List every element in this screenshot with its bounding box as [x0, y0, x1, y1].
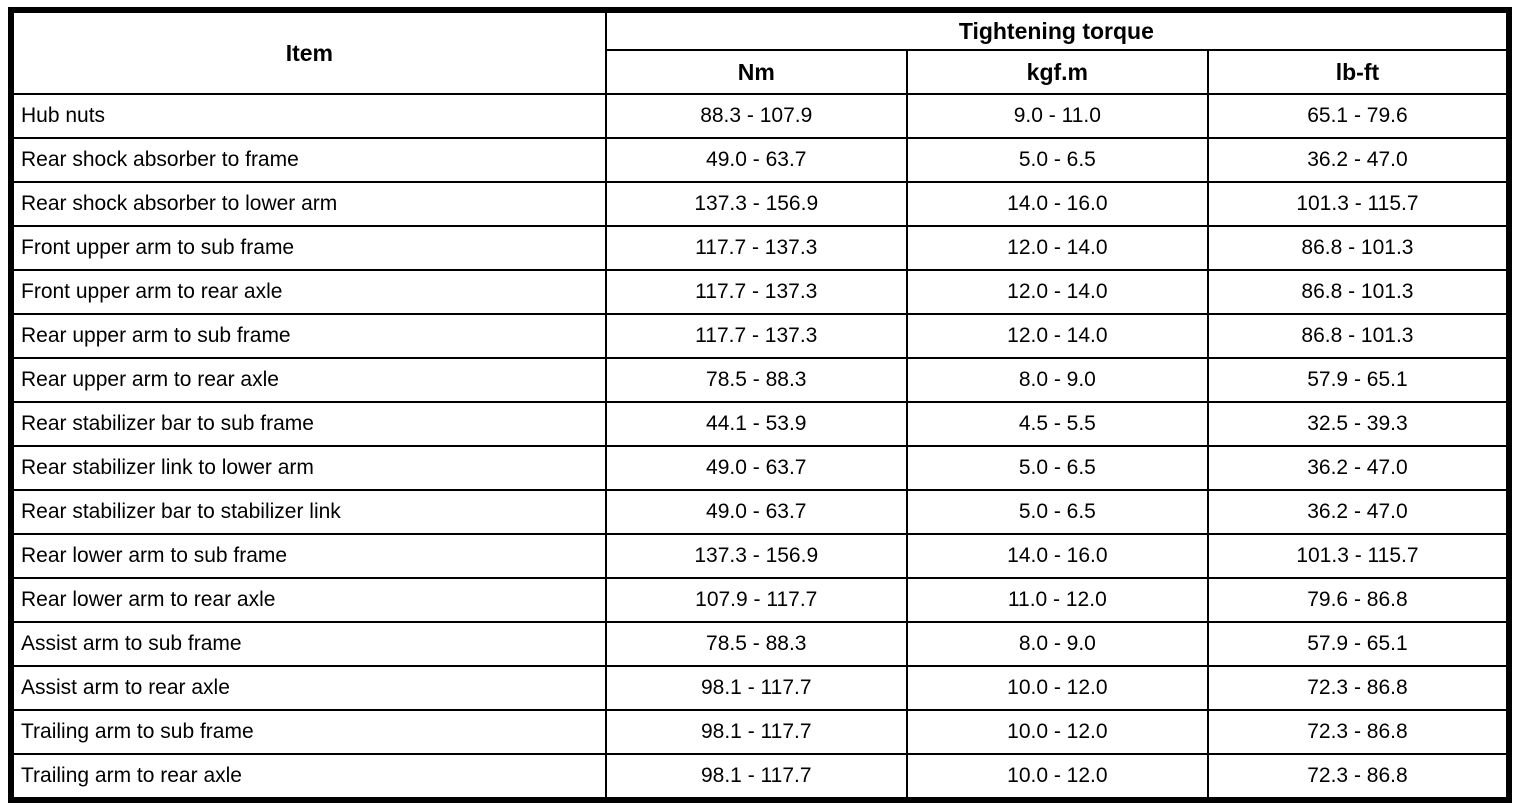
table-row: Trailing arm to rear axle 98.1 - 117.7 10.…	[10, 753, 1511, 801]
kgfm-value-cell: 8.0 - 9.0	[905, 621, 1209, 667]
lbft-value-cell: 72.3 - 86.8	[1206, 753, 1511, 801]
item-cell: Rear stabilizer link to lower arm	[10, 445, 607, 491]
nm-value-cell: 49.0 - 63.7	[604, 445, 908, 491]
column-header-nm: Nm	[604, 49, 908, 95]
item-cell: Front upper arm to sub frame	[10, 225, 607, 271]
kgfm-value-cell: 8.0 - 9.0	[905, 357, 1209, 403]
nm-value-cell: 137.3 - 156.9	[604, 181, 908, 227]
item-cell: Trailing arm to sub frame	[10, 709, 607, 755]
table-row: Assist arm to rear axle 98.1 - 117.7 10.0 …	[10, 665, 1511, 711]
lbft-value-cell: 72.3 - 86.8	[1206, 709, 1511, 755]
table-row: Rear stabilizer bar to sub frame 44.1 - 5…	[10, 401, 1511, 447]
item-cell: Rear stabilizer bar to sub frame	[10, 401, 607, 447]
table-row: Rear upper arm to rear axle 78.5 - 88.3 8.…	[10, 357, 1511, 403]
lbft-value-cell: 86.8 - 101.3	[1206, 269, 1511, 315]
item-cell: Assist arm to sub frame	[10, 621, 607, 667]
lbft-value-cell: 101.3 - 115.7	[1206, 533, 1511, 579]
nm-value-cell: 117.7 - 137.3	[604, 313, 908, 359]
table-row: Rear upper arm to sub frame 117.7 - 137.3…	[10, 313, 1511, 359]
kgfm-value-cell: 10.0 - 12.0	[905, 709, 1209, 755]
table-header: Item Tightening torque Nm kgf.m lb-ft	[10, 9, 1511, 95]
kgfm-value-cell: 12.0 - 14.0	[905, 269, 1209, 315]
kgfm-value-cell: 5.0 - 6.5	[905, 137, 1209, 183]
lbft-value-cell: 36.2 - 47.0	[1206, 489, 1511, 535]
torque-table-body: Hub nuts 88.3 - 107.9 9.0 - 11.0 65.1 - 79.…	[10, 93, 1511, 801]
table-row: Hub nuts 88.3 - 107.9 9.0 - 11.0 65.1 - 79.…	[10, 93, 1511, 139]
tightening-torque-table: Item Tightening torque Nm kgf.m lb-ft Hu…	[8, 7, 1512, 803]
column-header-lbft: lb-ft	[1206, 49, 1511, 95]
table-row: Front upper arm to rear axle 117.7 - 137.…	[10, 269, 1511, 315]
kgfm-value-cell: 4.5 - 5.5	[905, 401, 1209, 447]
nm-value-cell: 98.1 - 117.7	[604, 665, 908, 711]
lbft-value-cell: 86.8 - 101.3	[1206, 225, 1511, 271]
table-row: Front upper arm to sub frame 117.7 - 137.…	[10, 225, 1511, 271]
lbft-value-cell: 32.5 - 39.3	[1206, 401, 1511, 447]
table-row: Rear stabilizer bar to stabilizer link 49…	[10, 489, 1511, 535]
nm-value-cell: 98.1 - 117.7	[604, 709, 908, 755]
table-row: Assist arm to sub frame 78.5 - 88.3 8.0 - …	[10, 621, 1511, 667]
table-row: Rear shock absorber to lower arm 137.3 - …	[10, 181, 1511, 227]
item-cell: Rear upper arm to sub frame	[10, 313, 607, 359]
nm-value-cell: 107.9 - 117.7	[604, 577, 908, 623]
kgfm-value-cell: 12.0 - 14.0	[905, 225, 1209, 271]
kgfm-value-cell: 14.0 - 16.0	[905, 533, 1209, 579]
kgfm-value-cell: 10.0 - 12.0	[905, 753, 1209, 801]
nm-value-cell: 117.7 - 137.3	[604, 269, 908, 315]
nm-value-cell: 44.1 - 53.9	[604, 401, 908, 447]
nm-value-cell: 49.0 - 63.7	[604, 137, 908, 183]
kgfm-value-cell: 12.0 - 14.0	[905, 313, 1209, 359]
nm-value-cell: 88.3 - 107.9	[604, 93, 908, 139]
nm-value-cell: 117.7 - 137.3	[604, 225, 908, 271]
item-cell: Rear shock absorber to frame	[10, 137, 607, 183]
kgfm-value-cell: 5.0 - 6.5	[905, 445, 1209, 491]
header-row-units: Nm kgf.m lb-ft	[11, 49, 1511, 95]
column-header-item: Item	[10, 9, 607, 95]
lbft-value-cell: 72.3 - 86.8	[1206, 665, 1511, 711]
lbft-value-cell: 86.8 - 101.3	[1206, 313, 1511, 359]
kgfm-value-cell: 5.0 - 6.5	[905, 489, 1209, 535]
kgfm-value-cell: 14.0 - 16.0	[905, 181, 1209, 227]
kgfm-value-cell: 9.0 - 11.0	[905, 93, 1209, 139]
lbft-value-cell: 57.9 - 65.1	[1206, 621, 1511, 667]
nm-value-cell: 49.0 - 63.7	[604, 489, 908, 535]
lbft-value-cell: 65.1 - 79.6	[1206, 93, 1511, 139]
lbft-value-cell: 79.6 - 86.8	[1206, 577, 1511, 623]
table-row: Rear stabilizer link to lower arm 49.0 - …	[10, 445, 1511, 491]
item-cell: Trailing arm to rear axle	[10, 753, 607, 801]
table-row: Rear lower arm to sub frame 137.3 - 156.9…	[10, 533, 1511, 579]
lbft-value-cell: 36.2 - 47.0	[1206, 445, 1511, 491]
item-cell: Rear stabilizer bar to stabilizer link	[10, 489, 607, 535]
item-cell: Rear upper arm to rear axle	[10, 357, 607, 403]
lbft-value-cell: 101.3 - 115.7	[1206, 181, 1511, 227]
item-cell: Rear shock absorber to lower arm	[10, 181, 607, 227]
table-row: Rear shock absorber to frame 49.0 - 63.7 5…	[10, 137, 1511, 183]
table-row: Trailing arm to sub frame 98.1 - 117.7 10.…	[10, 709, 1511, 755]
nm-value-cell: 137.3 - 156.9	[604, 533, 908, 579]
column-header-kgfm: kgf.m	[905, 49, 1209, 95]
kgfm-value-cell: 10.0 - 12.0	[905, 665, 1209, 711]
item-cell: Front upper arm to rear axle	[10, 269, 607, 315]
nm-value-cell: 78.5 - 88.3	[604, 621, 908, 667]
lbft-value-cell: 57.9 - 65.1	[1206, 357, 1511, 403]
item-cell: Hub nuts	[10, 93, 607, 139]
item-cell: Assist arm to rear axle	[10, 665, 607, 711]
table-row: Rear lower arm to rear axle 107.9 - 117.7…	[10, 577, 1511, 623]
lbft-value-cell: 36.2 - 47.0	[1206, 137, 1511, 183]
header-row-group: Item Tightening torque	[10, 9, 1511, 95]
nm-value-cell: 78.5 - 88.3	[604, 357, 908, 403]
kgfm-value-cell: 11.0 - 12.0	[905, 577, 1209, 623]
nm-value-cell: 98.1 - 117.7	[604, 753, 908, 801]
item-cell: Rear lower arm to rear axle	[10, 577, 607, 623]
column-header-tightening-torque: Tightening torque	[604, 9, 1511, 51]
item-cell: Rear lower arm to sub frame	[10, 533, 607, 579]
